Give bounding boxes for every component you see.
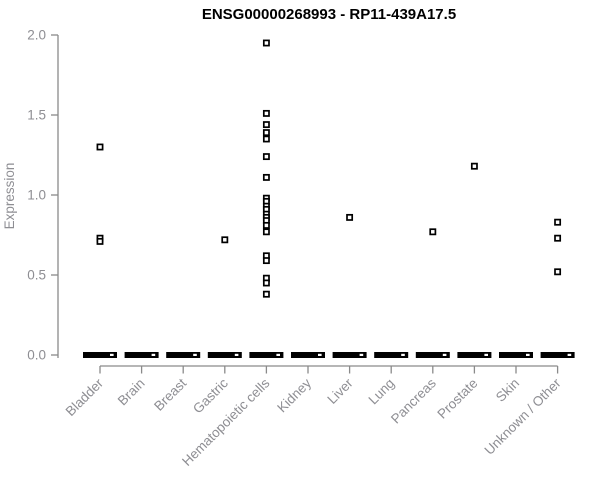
zero-dash-notch: [401, 353, 405, 356]
x-tick-label: Pancreas: [388, 375, 439, 426]
y-tick-label: 1.0: [27, 188, 46, 203]
zero-dash-notch: [442, 353, 447, 356]
zero-dash: [166, 352, 201, 358]
chart-title: ENSG00000268993 - RP11-439A17.5: [202, 6, 456, 23]
data-point: [96, 143, 104, 151]
data-points: [96, 39, 562, 298]
data-point: [262, 221, 270, 229]
data-point: [262, 135, 270, 143]
x-tick-label: Lung: [365, 376, 397, 408]
x-tick-label: Bladder: [63, 375, 107, 419]
data-point: [554, 218, 562, 226]
data-point: [262, 228, 270, 236]
data-point: [262, 39, 270, 47]
y-tick-label: 0.5: [27, 268, 46, 283]
data-point: [470, 162, 478, 170]
zero-dash-notch: [359, 353, 364, 356]
data-point: [346, 213, 354, 221]
y-tick-label: 2.0: [27, 28, 46, 43]
x-tick-label: Unknown / Other: [481, 375, 564, 458]
data-point: [262, 257, 270, 265]
data-point: [262, 109, 270, 117]
y-tick-label: 0.0: [27, 348, 46, 363]
x-tick-label: Brain: [115, 376, 148, 409]
zero-dash-notch: [526, 353, 530, 356]
zero-dash: [540, 352, 575, 358]
x-tick-label: Skin: [493, 376, 522, 405]
zero-dash-notch: [276, 353, 280, 356]
zero-dash: [332, 352, 367, 358]
y-axis: 0.0 0.5 1.0 1.5 2.0: [27, 28, 59, 363]
y-tick-label: 1.5: [27, 108, 46, 123]
data-point: [262, 121, 270, 129]
zero-dash: [249, 352, 284, 358]
zero-dash-notch: [318, 353, 322, 356]
zero-dash: [291, 352, 325, 358]
zero-dash-notch: [484, 353, 488, 356]
zero-dash-notch: [567, 353, 572, 356]
zero-dash: [499, 352, 533, 358]
zero-dash: [124, 352, 159, 358]
x-tick-label: Prostate: [434, 376, 480, 422]
x-tick-label: Gastric: [190, 375, 231, 416]
data-point: [262, 173, 270, 181]
data-point: [429, 228, 437, 236]
zero-dash-notch: [151, 353, 156, 356]
data-point: [554, 234, 562, 242]
zero-dash: [207, 352, 242, 358]
data-point: [96, 237, 104, 245]
y-axis-label: Expression: [2, 163, 17, 230]
data-point: [554, 268, 562, 276]
data-point: [262, 129, 270, 137]
zero-expression-dashes: [83, 352, 575, 358]
x-tick-label: Liver: [324, 375, 356, 407]
x-tick-label: Kidney: [274, 375, 314, 415]
zero-dash-notch: [234, 353, 239, 356]
data-point: [262, 290, 270, 298]
data-point: [221, 236, 229, 244]
zero-dash: [374, 352, 409, 358]
zero-dash: [83, 352, 117, 358]
zero-dash: [415, 352, 450, 358]
zero-dash: [457, 352, 492, 358]
zero-dash-notch: [110, 353, 114, 356]
zero-dash-notch: [193, 353, 197, 356]
data-point: [262, 153, 270, 161]
x-tick-label: Breast: [151, 375, 189, 413]
data-point: [262, 279, 270, 287]
